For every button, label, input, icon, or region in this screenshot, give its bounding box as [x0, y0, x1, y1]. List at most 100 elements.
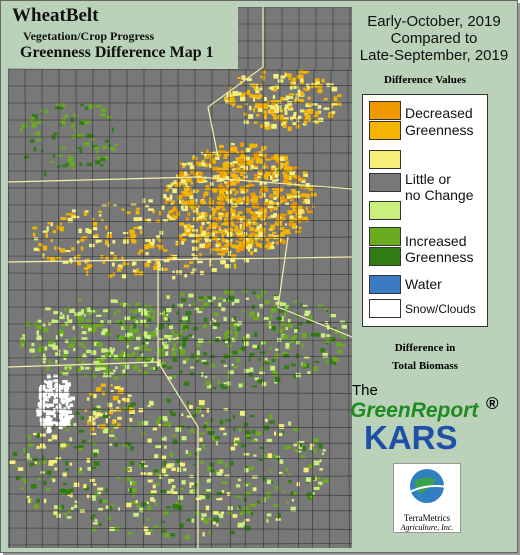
speckle [171, 467, 176, 471]
speckle [128, 346, 131, 350]
county-line [277, 68, 281, 548]
legend-label: Greenness [405, 249, 474, 265]
speckle [318, 481, 323, 486]
speckle [28, 119, 34, 122]
speckle [223, 316, 227, 322]
speckle [266, 516, 269, 519]
speckle [113, 299, 118, 303]
speckle [55, 360, 58, 364]
speckle [236, 358, 241, 363]
speckle [48, 360, 52, 365]
speckle [223, 222, 229, 225]
speckle [118, 321, 123, 325]
speckle [286, 445, 292, 449]
speckle [209, 152, 214, 157]
speckle [287, 107, 294, 111]
speckle [273, 294, 278, 298]
speckle [188, 186, 192, 191]
speckle [318, 443, 323, 449]
speckle [279, 310, 284, 313]
speckle [52, 345, 59, 350]
speckle [172, 207, 176, 210]
speckle [146, 243, 152, 247]
speckle [127, 531, 133, 535]
speckle [319, 468, 323, 471]
speckle [224, 151, 230, 156]
biomass-label: Difference in Total Biomass [361, 339, 489, 375]
speckle [262, 477, 267, 481]
speckle [122, 231, 129, 235]
speckle [191, 353, 194, 359]
speckle [87, 466, 92, 471]
speckle [271, 171, 274, 176]
speckle [225, 197, 230, 202]
speckle [154, 482, 160, 486]
speckle [293, 374, 297, 379]
speckle [129, 417, 133, 421]
speckle [296, 89, 301, 95]
speckle [107, 516, 111, 521]
speckle [46, 374, 51, 379]
speckle [63, 391, 69, 395]
speckle [99, 113, 106, 117]
speckle [277, 512, 281, 518]
speckle [205, 381, 211, 385]
speckle [46, 488, 50, 492]
speckle [267, 204, 274, 209]
speckle [136, 336, 141, 341]
speckle [229, 199, 232, 203]
speckle [266, 438, 273, 442]
speckle [72, 348, 76, 352]
speckle [42, 360, 46, 364]
speckle [280, 213, 287, 217]
speckle [124, 364, 130, 370]
speckle [73, 129, 77, 133]
speckle [284, 229, 291, 234]
speckle [193, 326, 198, 331]
speckle [283, 163, 287, 167]
speckle [36, 138, 42, 142]
speckle [300, 178, 306, 182]
speckle [235, 225, 239, 231]
speckle [54, 467, 58, 471]
speckle [53, 132, 58, 135]
speckle [253, 332, 258, 337]
speckle [107, 243, 110, 248]
speckle [149, 241, 155, 246]
speckle [167, 366, 173, 369]
speckle [310, 84, 316, 89]
speckle [299, 185, 304, 189]
legend-swatch [369, 227, 401, 246]
speckle [223, 299, 229, 302]
speckle [209, 264, 213, 267]
speckle [273, 73, 279, 79]
speckle [239, 511, 244, 516]
speckle [330, 358, 336, 364]
speckle [163, 436, 167, 441]
subtitle: Vegetation/Crop Progress [23, 29, 155, 43]
speckle [183, 224, 189, 228]
county-line [329, 68, 332, 548]
speckle [270, 224, 275, 230]
speckle [244, 154, 247, 158]
speckle [113, 255, 118, 260]
speckle [251, 222, 258, 225]
speckle [218, 228, 222, 231]
speckle [341, 324, 347, 329]
speckle [87, 420, 90, 426]
speckle [79, 162, 83, 167]
speckle [300, 99, 305, 103]
speckle [238, 201, 244, 205]
speckle [285, 467, 289, 472]
speckle [272, 202, 279, 205]
speckle [234, 325, 238, 330]
speckle [221, 360, 225, 363]
speckle [178, 487, 184, 491]
speckle [278, 219, 284, 222]
speckle [109, 372, 115, 376]
speckle [245, 333, 250, 339]
speckle [284, 365, 290, 370]
speckle [180, 178, 187, 184]
speckle [264, 176, 269, 180]
speckle [145, 239, 152, 242]
